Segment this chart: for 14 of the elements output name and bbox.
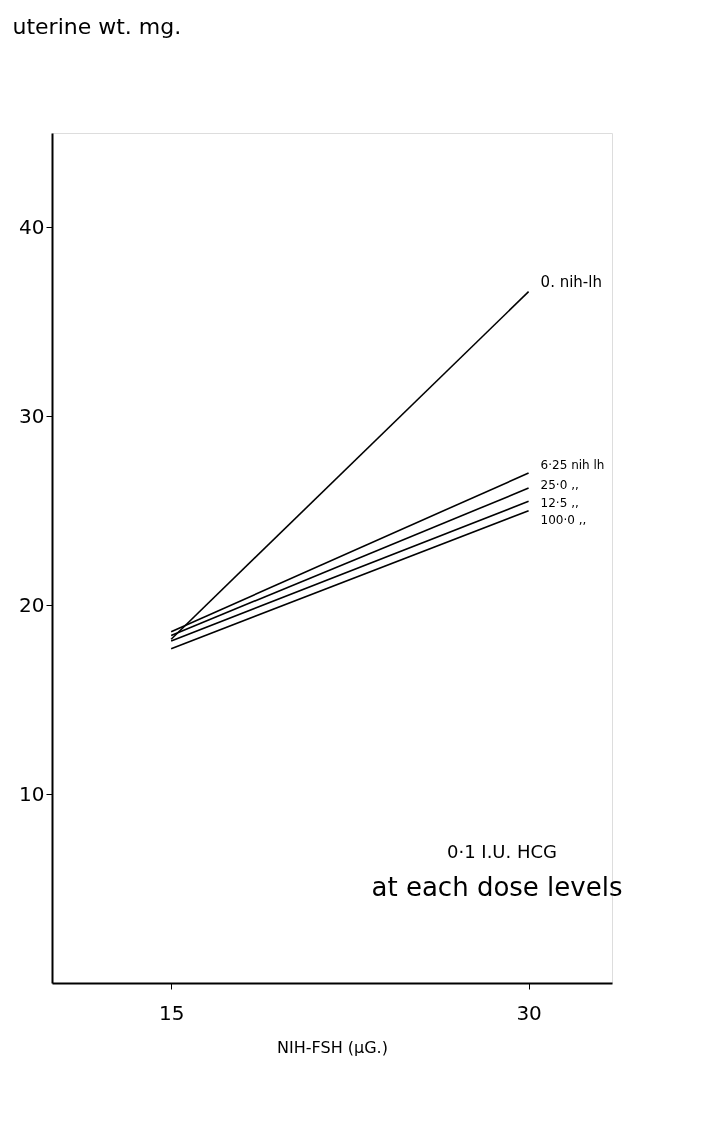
series-label: 25·0 ,, (540, 478, 579, 493)
series-label: 100·0 ,, (540, 512, 587, 527)
y-tick-label: 20 (19, 592, 45, 617)
x-axis-title: NIH-FSH (µG.) (277, 1037, 388, 1057)
series-label: 0. nih-lh (540, 272, 602, 291)
x-tick-label: 15 (158, 1000, 185, 1025)
y-tick-label: 30 (19, 403, 45, 428)
y-tick-label: 40 (19, 214, 45, 239)
series-label: 6·25 nih lh (540, 458, 605, 472)
annotation: 0·1 I.U. HCG (446, 841, 558, 862)
annotation: at each dose levels (371, 872, 623, 902)
y-axis-title: uterine wt. mg. (12, 13, 182, 39)
series-label: 12·5 ,, (540, 496, 579, 511)
y-tick-label: 10 (19, 781, 45, 806)
